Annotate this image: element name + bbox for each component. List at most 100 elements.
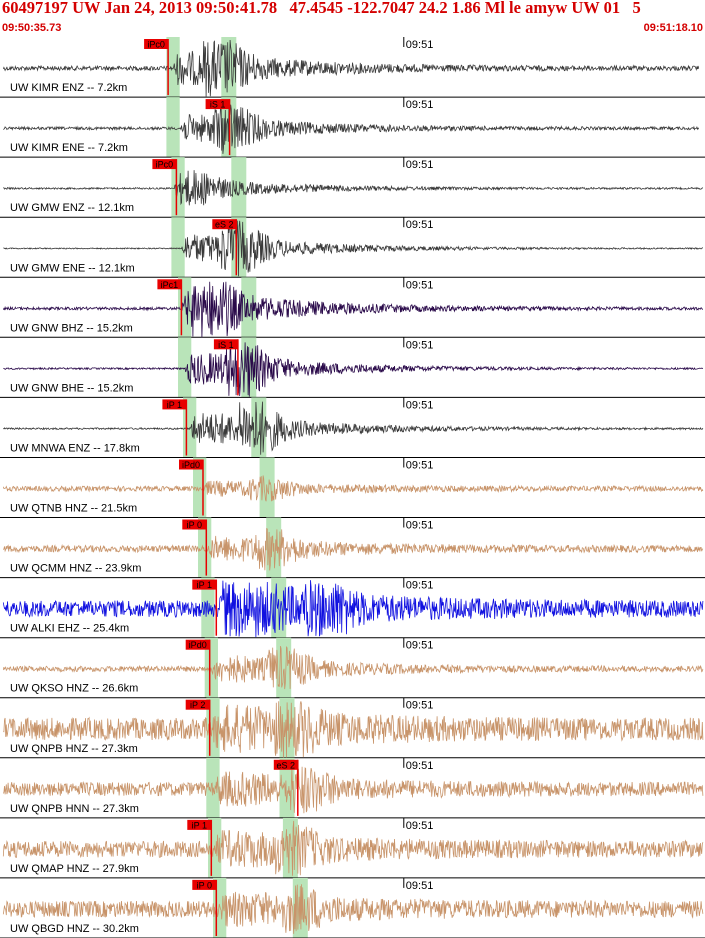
window-end-time: 09:51:18.10 xyxy=(643,22,703,34)
station-label: UW MNWA ENZ -- 17.8km xyxy=(10,443,140,455)
pick-flag-label: eS 2 xyxy=(277,760,296,770)
minute-tick-label: 09:51 xyxy=(406,399,434,411)
waveform xyxy=(2,820,704,876)
pick-flag-label: iS 1 xyxy=(218,340,234,350)
station-label: UW QNPB HNN -- 27.3km xyxy=(10,803,139,815)
minute-tick-label: 09:51 xyxy=(406,460,434,472)
pick-flag-label: eS 2 xyxy=(215,220,234,230)
pick-flag xyxy=(144,39,169,49)
waveform xyxy=(3,401,704,455)
pick-window-band xyxy=(241,277,257,338)
waveform xyxy=(3,220,703,277)
station-label: UW GNW BHE -- 15.2km xyxy=(10,382,133,394)
station-label: UW QCMM HNZ -- 23.9km xyxy=(10,563,141,575)
minute-tick-label: 09:51 xyxy=(406,820,434,832)
trace-panel: 09:51 iP 1 UW MNWA ENZ -- 17.8km xyxy=(0,397,705,458)
station-label: UW GNW BHZ -- 15.2km xyxy=(10,322,133,334)
station-label: UW QTNB HNZ -- 21.5km xyxy=(10,503,137,515)
waveform xyxy=(2,766,704,814)
pick-flag-label: iP 0 xyxy=(187,520,202,530)
station-label: UW QNPB HNZ -- 27.3km xyxy=(10,743,138,755)
minute-tick-label: 09:51 xyxy=(406,700,434,712)
trace-panel: 09:51 iPd0 UW QTNB HNZ -- 21.5km xyxy=(0,457,705,518)
waveform xyxy=(2,527,704,571)
pick-flag-label: iS 1 xyxy=(210,100,226,110)
trace-panel: 09:51 iS 1 UW GNW BHE -- 15.2km xyxy=(0,337,705,398)
pick-flag xyxy=(162,399,187,410)
pick-flag xyxy=(185,699,210,710)
minute-tick-label: 09:51 xyxy=(406,39,434,51)
waveform xyxy=(3,342,704,397)
station-label: UW QKSO HNZ -- 26.6km xyxy=(10,683,138,695)
trace-panel: 09:51 eS 2 UW GMW ENE -- 12.1km xyxy=(0,217,705,278)
trace-panel: 09:51 iPd0 UW QKSO HNZ -- 26.6km xyxy=(0,637,705,699)
minute-tick-label: 09:51 xyxy=(406,219,434,231)
trace-panel: 09:51 iPc0 UW KIMR ENZ -- 7.2km xyxy=(0,37,705,98)
pick-flag xyxy=(192,579,217,590)
pick-window-band xyxy=(231,157,247,218)
waveform xyxy=(2,475,704,502)
waveform xyxy=(3,170,704,206)
trace-panel: 09:51 iP 0 UW QCMM HNZ -- 23.9km xyxy=(0,517,705,579)
pick-flag-label: iPc1 xyxy=(161,280,179,290)
pick-window-band xyxy=(198,517,212,578)
trace-panel: 09:51 iP 2 UW QNPB HNZ -- 27.3km xyxy=(0,697,705,759)
pick-flag-label: iP 0 xyxy=(197,880,212,890)
pick-flag-label: iP 2 xyxy=(190,700,205,710)
station-label: UW KIMR ENE -- 7.2km xyxy=(10,142,128,154)
trace-panel: 09:51 eS 2 UW QNPB HNN -- 27.3km xyxy=(0,757,705,819)
waveform xyxy=(3,701,704,758)
minute-tick-label: 09:51 xyxy=(406,580,434,592)
trace-panel: 09:51 iPc0 UW GMW ENZ -- 12.1km xyxy=(0,157,705,218)
pick-flag-label: iP 1 xyxy=(197,580,212,590)
minute-tick-label: 09:51 xyxy=(406,520,434,532)
pick-flag xyxy=(179,459,203,470)
pick-flag xyxy=(192,879,217,890)
seismogram-plot: 09:51 iPc0 UW KIMR ENZ -- 7.2km 09:51 iS 1 UW… xyxy=(0,37,705,938)
station-label: UW QBGD HNZ -- 30.2km xyxy=(10,923,139,935)
trace-panel: 09:51 iS 1 UW KIMR ENE -- 7.2km xyxy=(0,97,705,158)
station-label: UW ALKI EHZ -- 25.4km xyxy=(10,623,129,635)
minute-tick-label: 09:51 xyxy=(406,640,434,652)
pick-window-band xyxy=(204,637,218,698)
minute-tick-label: 09:51 xyxy=(406,159,434,171)
waveform xyxy=(2,884,704,934)
station-label: UW GMW ENZ -- 12.1km xyxy=(10,202,134,214)
trace-panel: 09:51 iP 1 UW ALKI EHZ -- 25.4km xyxy=(0,577,705,639)
pick-flag xyxy=(273,759,298,770)
pick-window-band xyxy=(171,217,185,278)
pick-flag-label: iP 1 xyxy=(192,820,207,830)
pick-flag xyxy=(152,159,177,170)
trace-panel: 09:51 iPc1 UW GNW BHZ -- 15.2km xyxy=(0,277,705,338)
event-title: 60497197 UW Jan 24, 2013 09:50:41.78 47.… xyxy=(2,0,641,17)
pick-window-band xyxy=(178,337,192,398)
window-start-time: 09:50:35.73 xyxy=(2,22,62,34)
pick-flag-label: iPc0 xyxy=(147,40,165,50)
pick-flag xyxy=(212,219,237,230)
pick-window-band xyxy=(276,637,292,698)
pick-flag xyxy=(205,99,230,110)
waveform xyxy=(2,580,704,638)
pick-flag xyxy=(157,279,182,290)
pick-flag-label: iPc0 xyxy=(156,160,174,170)
pick-flag-label: iPd0 xyxy=(182,460,200,470)
pick-flag xyxy=(187,819,212,830)
minute-tick-label: 09:51 xyxy=(406,279,434,291)
minute-tick-label: 09:51 xyxy=(406,339,434,351)
pick-flag xyxy=(182,519,207,530)
minute-tick-label: 09:51 xyxy=(406,760,434,772)
station-label: UW KIMR ENZ -- 7.2km xyxy=(10,82,127,94)
pick-flag xyxy=(185,639,210,650)
plot-header: 60497197 UW Jan 24, 2013 09:50:41.78 47.… xyxy=(0,0,705,37)
minute-tick-label: 09:51 xyxy=(406,880,434,892)
pick-flag xyxy=(213,339,238,350)
pick-window-band xyxy=(166,37,180,98)
pick-window-band xyxy=(166,97,180,158)
waveform xyxy=(2,646,704,690)
trace-panel: 09:51 iP 0 UW QBGD HNZ -- 30.2km xyxy=(0,877,705,938)
waveform xyxy=(2,281,703,338)
station-label: UW GMW ENE -- 12.1km xyxy=(10,262,135,274)
station-label: UW QMAP HNZ -- 27.9km xyxy=(10,863,139,875)
waveform xyxy=(3,102,700,154)
waveform xyxy=(2,39,700,97)
